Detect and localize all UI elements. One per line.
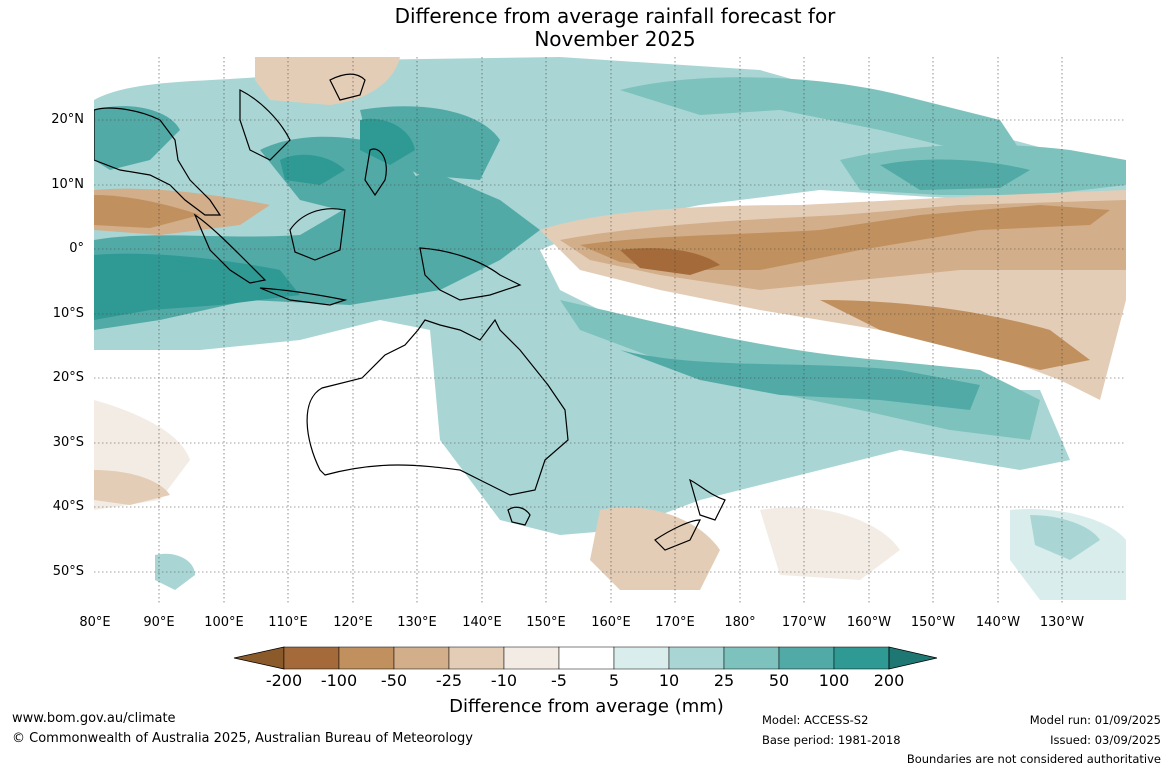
colorbar-swatch [558, 646, 615, 670]
new-guinea-coastline [419, 247, 522, 301]
lon-label-80E: 80°E [79, 615, 111, 630]
disclaimer-text: Boundaries are not considered authoritat… [906, 752, 1161, 766]
lon-label-150W: 150°W [910, 615, 956, 630]
coastlines [94, 73, 726, 551]
graticule [94, 57, 1126, 604]
australia-coastline [306, 318, 569, 496]
issued-text: Issued: 03/09/2025 [1050, 733, 1161, 747]
lon-label-180: 180° [724, 615, 756, 630]
borneo-coastline [289, 208, 346, 261]
lat-label-10S: 10°S [52, 306, 84, 321]
colorbar-label: -200 [265, 671, 303, 690]
lon-label-140W: 140°W [975, 615, 1021, 630]
new-zealand-coastline [654, 478, 726, 551]
southeast-asia-coastline [94, 107, 222, 216]
copyright-text: © Commonwealth of Australia 2025, Austra… [12, 731, 473, 746]
map-title-line2: November 2025 [534, 27, 696, 51]
base-period-text: Base period: 1981-2018 [762, 733, 901, 747]
colorbar-swatch [503, 646, 560, 670]
lon-label-110E: 110°E [268, 615, 308, 630]
colorbar-label: -50 [380, 671, 408, 690]
lon-label-140E: 140°E [462, 615, 502, 630]
colorbar-label: 10 [658, 671, 680, 690]
colorbar-label: 100 [818, 671, 850, 690]
colorbar-label: -100 [320, 671, 358, 690]
lon-label-90E: 90°E [143, 615, 175, 630]
lon-label-100E: 100°E [204, 615, 244, 630]
sumatra-coastline [193, 213, 267, 284]
vietnam-coastline [239, 89, 291, 161]
lat-label-0: 0° [69, 241, 84, 256]
lat-label-20N: 20°N [51, 112, 84, 127]
colorbar-swatch [723, 646, 780, 670]
colorbar-swatch [338, 646, 395, 670]
lon-label-170E: 170°E [655, 615, 695, 630]
website-text: www.bom.gov.au/climate [12, 711, 176, 726]
lon-label-130W: 130°W [1039, 615, 1085, 630]
colorbar-swatch [833, 646, 890, 670]
lon-label-130E: 130°E [397, 615, 437, 630]
colorbar-title: Difference from average (mm) [449, 696, 724, 717]
lon-label-170W: 170°W [781, 615, 827, 630]
philippines-coastline [364, 148, 387, 197]
colorbar-label: -5 [551, 671, 567, 690]
taiwan-coastline [329, 73, 366, 101]
colorbar-label: -10 [490, 671, 518, 690]
lat-label-10N: 10°N [51, 177, 84, 192]
colorbar [233, 646, 938, 670]
colorbar-label: 25 [713, 671, 735, 690]
colorbar-arrow-left [233, 646, 285, 670]
lat-label-30S: 30°S [52, 435, 84, 450]
colorbar-swatch [393, 646, 450, 670]
lon-label-160E: 160°E [591, 615, 631, 630]
colorbar-swatch [668, 646, 725, 670]
lon-label-150E: 150°E [526, 615, 566, 630]
colorbar-label: -25 [435, 671, 463, 690]
lat-label-20S: 20°S [52, 370, 84, 385]
lon-label-160W: 160°W [846, 615, 892, 630]
lat-label-40S: 40°S [52, 499, 84, 514]
java-coastline [259, 287, 348, 306]
lon-label-120E: 120°E [333, 615, 373, 630]
model-text: Model: ACCESS-S2 [762, 713, 869, 727]
colorbar-swatch [778, 646, 835, 670]
model-run-text: Model run: 01/09/2025 [1029, 713, 1161, 727]
colorbar-label: 200 [873, 671, 905, 690]
colorbar-swatch [613, 646, 670, 670]
colorbar-swatch [448, 646, 505, 670]
colorbar-label: 5 [608, 671, 620, 690]
colorbar-swatch [283, 646, 340, 670]
map-title-line1: Difference from average rainfall forecas… [394, 4, 836, 28]
lat-label-50S: 50°S [52, 564, 84, 579]
tasmania-coastline [507, 506, 531, 526]
colorbar-arrow-right [888, 646, 938, 670]
anomaly-fields [94, 57, 1126, 600]
colorbar-label: 50 [768, 671, 790, 690]
